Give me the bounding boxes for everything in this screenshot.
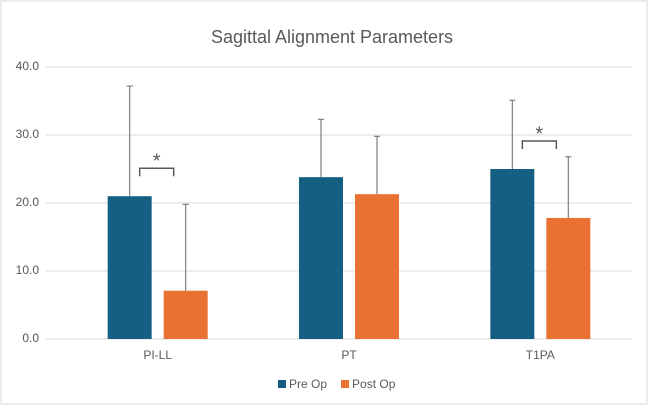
legend-swatch: [341, 380, 350, 388]
x-tick-label: T1PA: [526, 348, 555, 362]
y-tick-label: 30.0: [16, 127, 40, 141]
bar: [490, 169, 535, 339]
significance-bracket: [138, 167, 175, 177]
chart-title: Sagittal Alignment Parameters: [211, 27, 453, 47]
bar: [299, 177, 343, 339]
significance-bracket: [521, 140, 558, 149]
y-tick-label: 0.0: [22, 331, 39, 345]
x-tick-label: PT: [341, 348, 357, 362]
legend-label: Post Op: [352, 377, 396, 391]
legend-swatch: [278, 380, 286, 388]
bar: [107, 196, 152, 339]
bar: [355, 194, 399, 339]
annotation: *: [535, 123, 543, 145]
bar: [163, 290, 208, 339]
legend-label: Pre Op: [289, 377, 327, 391]
x-tick-label: PI-LL: [143, 348, 172, 362]
y-tick-label: 10.0: [16, 263, 40, 277]
y-tick-label: 40.0: [16, 59, 40, 73]
annotation: *: [153, 150, 161, 172]
y-tick-label: 20.0: [16, 195, 40, 209]
bar: [546, 217, 591, 339]
